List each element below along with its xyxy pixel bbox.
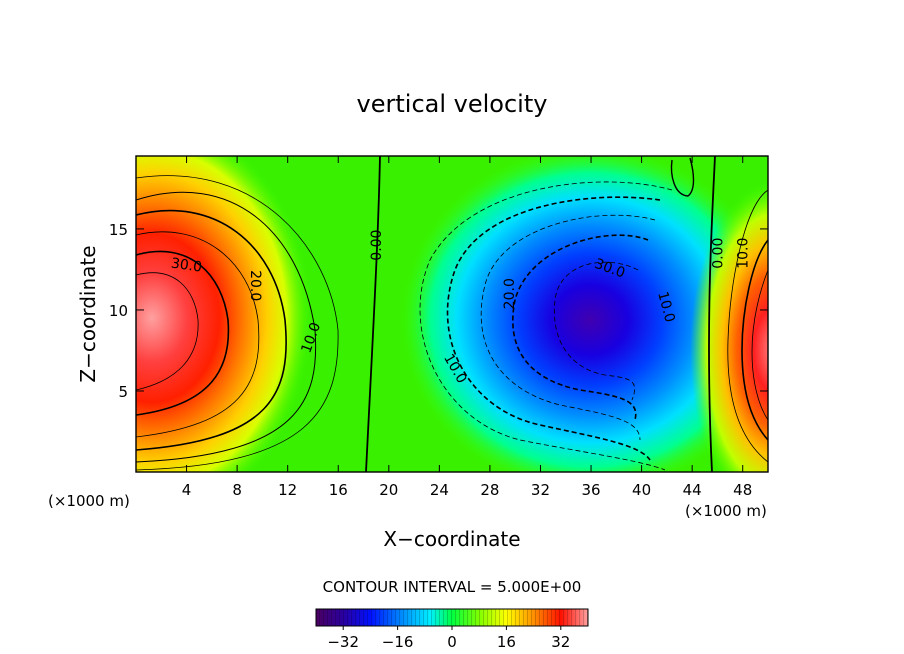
- contour-label: 30.0: [170, 255, 203, 275]
- contour-label: 0.00: [369, 230, 385, 261]
- x-tick-label: 48: [733, 481, 752, 499]
- x-tick-label: 36: [581, 481, 600, 499]
- colorbar: −32 −16 0 16 32: [315, 608, 589, 651]
- negative-cell-center: [400, 156, 768, 472]
- x-tick-label: 8: [232, 481, 242, 499]
- x-tick-label: 40: [632, 481, 651, 499]
- contour-label: 20.0: [247, 270, 263, 301]
- colorbar-tick-label: −16: [382, 633, 414, 651]
- x-axis-label: X−coordinate: [383, 527, 520, 551]
- positive-cell-right: [690, 180, 768, 472]
- colorbar-tick-label: −32: [327, 633, 359, 651]
- colorbar-ticks: −32 −16 0 16 32: [327, 626, 570, 651]
- colorbar-tick-label: 16: [497, 633, 516, 651]
- x-tick-label: 44: [683, 481, 702, 499]
- contour-label: 10.0: [736, 238, 752, 269]
- x-tick-label: 4: [182, 481, 192, 499]
- contours-right: [727, 189, 768, 463]
- contour-label: 0.00: [710, 238, 726, 269]
- x-unit-right: (×1000 m): [685, 502, 767, 520]
- x-tick-label: 12: [278, 481, 297, 499]
- small-negative-blob: [670, 157, 695, 197]
- plot-frame: [135, 155, 769, 473]
- y-axis: 5 10 15: [109, 221, 768, 401]
- zero-contour-right: [708, 156, 716, 472]
- y-axis-label: Z−coordinate: [76, 245, 100, 382]
- chart-title: vertical velocity: [357, 90, 548, 118]
- positive-cell-left: [136, 156, 312, 472]
- contour-label: 10.0: [654, 290, 678, 324]
- contour-interval-text: CONTOUR INTERVAL = 5.000E+00: [323, 578, 582, 596]
- contours-left: [136, 175, 339, 471]
- y-tick-label: 10: [109, 302, 128, 320]
- x-tick-label: 16: [329, 481, 348, 499]
- x-tick-label: 24: [430, 481, 449, 499]
- x-tick-label: 32: [531, 481, 550, 499]
- x-axis: 4 8 12 16 20 24 28 32 36 40 44 48: [182, 156, 752, 499]
- colorbar-tick-label: 32: [551, 633, 570, 651]
- y-tick-label: 15: [109, 221, 128, 239]
- y-tick-label: 5: [118, 383, 128, 401]
- x-unit-left: (×1000 m): [48, 492, 130, 510]
- x-tick-label: 28: [480, 481, 499, 499]
- contours-negative: [419, 181, 673, 471]
- zero-contour-left: [365, 156, 381, 472]
- colorbar-tick-label: 0: [447, 633, 457, 651]
- x-tick-label: 20: [379, 481, 398, 499]
- colorbar-stripes: [316, 609, 588, 626]
- contour-label: 20.0: [502, 278, 518, 309]
